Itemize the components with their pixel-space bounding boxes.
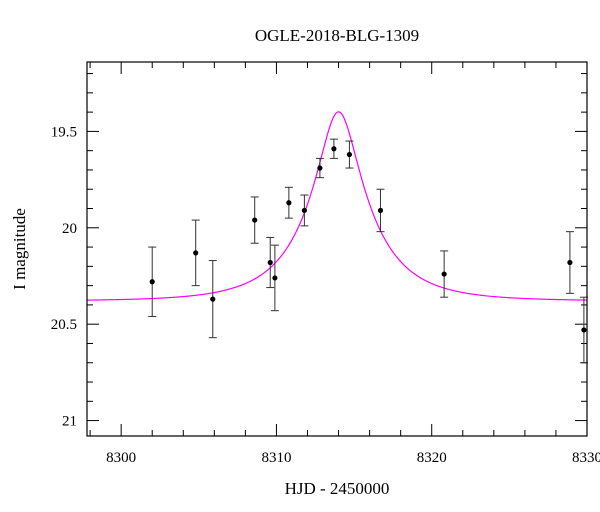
point-marker [252, 217, 258, 223]
data-point [329, 138, 338, 159]
data-point [440, 250, 449, 298]
data-points-layer [148, 138, 588, 364]
data-point [376, 188, 385, 233]
point-marker [267, 259, 273, 266]
y-tick-label: 19.5 [51, 124, 77, 140]
point-marker [149, 279, 155, 285]
x-tick-label: 8330 [572, 450, 600, 466]
chart-title: OGLE-2018-BLG-1309 [255, 26, 419, 45]
plot-frame [86, 61, 588, 437]
point-marker [377, 207, 384, 214]
data-point [565, 231, 574, 294]
point-marker [317, 165, 323, 171]
data-point [208, 260, 217, 339]
x-tick-label: 8300 [106, 450, 136, 466]
data-point [579, 296, 588, 364]
point-marker [193, 250, 199, 256]
model-curve [86, 111, 588, 301]
y-tick-label: 21 [62, 414, 77, 430]
point-marker [286, 200, 292, 206]
data-point [315, 157, 324, 179]
point-marker [441, 271, 447, 277]
data-point [250, 196, 259, 244]
point-marker [331, 146, 337, 152]
x-axis-label: HJD - 2450000 [285, 479, 390, 498]
point-marker [346, 151, 353, 158]
axis-ticks [87, 62, 588, 436]
point-marker [210, 296, 216, 302]
data-point [284, 186, 293, 219]
y-tick-label: 20.5 [51, 317, 77, 333]
data-point [270, 244, 279, 312]
point-marker [301, 207, 307, 214]
data-point [148, 246, 157, 317]
y-axis-label: I magnitude [10, 208, 29, 290]
x-tick-label: 8310 [261, 450, 291, 466]
point-marker [567, 259, 573, 266]
data-point [191, 219, 200, 287]
model-curve-layer [86, 111, 588, 301]
point-marker [581, 327, 587, 333]
point-marker [272, 275, 278, 281]
x-tick-label: 8320 [417, 450, 447, 466]
data-point [266, 236, 275, 289]
tick-labels: 8300 8310 8320 8330 19.5 20 20.5 21 [51, 124, 600, 466]
data-point [345, 140, 354, 169]
y-tick-label: 20 [62, 221, 77, 237]
data-point [300, 194, 309, 227]
